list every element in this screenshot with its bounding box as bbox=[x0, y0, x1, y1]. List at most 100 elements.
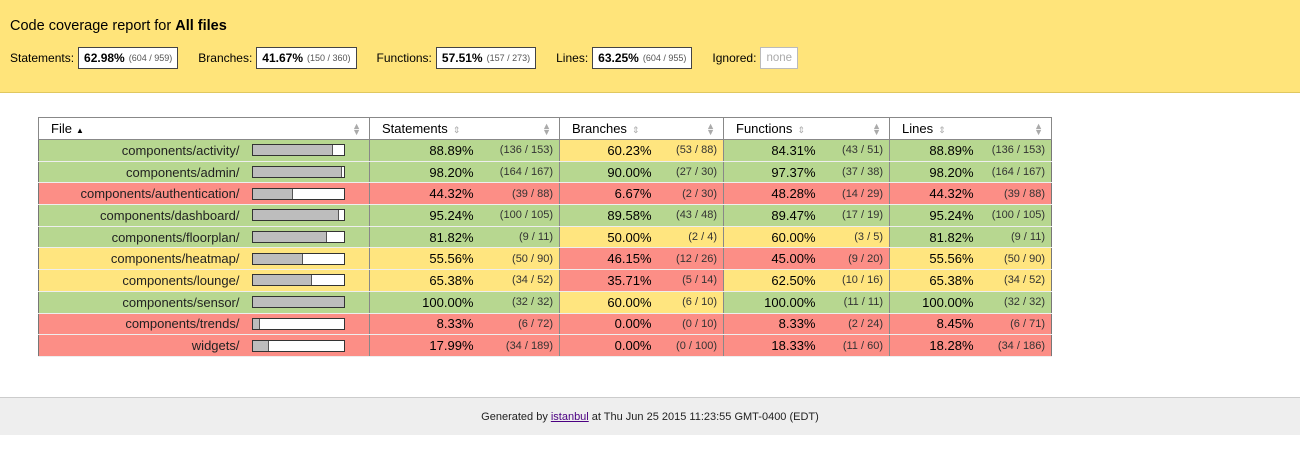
file-cell: components/authentication/ bbox=[38, 182, 246, 206]
ln-fraction-cell: (164 / 167) bbox=[979, 160, 1052, 184]
column-label: Functions bbox=[736, 121, 793, 136]
br-pct-cell: 90.00% bbox=[559, 160, 658, 184]
br-pct-cell: 60.00% bbox=[559, 290, 658, 314]
summary-fraction: (604 / 955) bbox=[642, 53, 687, 63]
ln-pct-cell: 88.89% bbox=[889, 139, 980, 162]
fn-pct-cell: 89.47% bbox=[723, 204, 822, 227]
file-link[interactable]: components/authentication/ bbox=[80, 186, 240, 202]
summary-label: Lines: bbox=[556, 51, 589, 65]
column-label: Statements bbox=[382, 121, 448, 136]
st-fraction-cell: (9 / 11) bbox=[479, 225, 560, 249]
file-link[interactable]: components/floorplan/ bbox=[111, 229, 240, 245]
st-pct-cell: 98.20% bbox=[369, 160, 480, 184]
br-fraction-cell: (27 / 30) bbox=[657, 160, 724, 184]
page-title: Code coverage report for All files bbox=[10, 18, 227, 34]
title-prefix: Code coverage report for bbox=[10, 18, 172, 34]
br-pct-cell: 60.23% bbox=[559, 139, 658, 162]
file-link[interactable]: components/sensor/ bbox=[122, 294, 240, 310]
column-header-file[interactable]: File ▲ ▲ ▼ bbox=[38, 117, 370, 140]
summary-branches: Branches: 41.67% (150 / 360) bbox=[198, 47, 357, 69]
istanbul-link[interactable]: istanbul bbox=[550, 410, 589, 423]
br-pct-cell: 0.00% bbox=[559, 312, 658, 336]
table-row: components/activity/88.89% (136 / 153) 60.… bbox=[38, 139, 1052, 162]
summary-label: Branches: bbox=[198, 51, 253, 65]
fn-fraction-cell: (10 / 16) bbox=[821, 269, 890, 292]
coverage-bar bbox=[251, 209, 345, 222]
coverage-bar-cell bbox=[245, 160, 370, 184]
br-fraction-cell: (0 / 10) bbox=[657, 312, 724, 336]
file-link[interactable]: components/lounge/ bbox=[122, 272, 240, 288]
coverage-bar-cell bbox=[245, 204, 370, 227]
file-cell: components/dashboard/ bbox=[38, 204, 246, 227]
file-link[interactable]: widgets/ bbox=[191, 338, 240, 354]
st-fraction-cell: (136 / 153) bbox=[479, 139, 560, 162]
file-link[interactable]: components/activity/ bbox=[121, 142, 240, 158]
coverage-bar-fill bbox=[252, 275, 312, 286]
column-header-statements[interactable]: Statements ⇕ ▲ ▼ bbox=[369, 117, 560, 140]
br-pct-cell: 89.58% bbox=[559, 204, 658, 227]
file-cell: components/trends/ bbox=[38, 312, 246, 336]
ln-fraction-cell: (34 / 52) bbox=[979, 269, 1052, 292]
ln-fraction-cell: (136 / 153) bbox=[979, 139, 1052, 162]
summary-pct: 57.51% bbox=[441, 51, 483, 65]
st-pct-cell: 81.82% bbox=[369, 225, 480, 249]
st-fraction-cell: (164 / 167) bbox=[479, 160, 560, 184]
st-pct-cell: 44.32% bbox=[369, 182, 480, 206]
br-pct-cell: 50.00% bbox=[559, 225, 658, 249]
column-header-lines[interactable]: Lines ⇕ ▲ ▼ bbox=[889, 117, 1052, 140]
file-cell: components/sensor/ bbox=[38, 290, 246, 314]
coverage-bar bbox=[251, 317, 345, 330]
coverage-bar-fill bbox=[252, 297, 344, 308]
br-fraction-cell: (5 / 14) bbox=[657, 269, 724, 292]
sort-icon: ▲ ▼ bbox=[352, 121, 361, 137]
coverage-bar bbox=[251, 231, 345, 244]
ln-pct-cell: 44.32% bbox=[889, 182, 980, 206]
sort-icon: ⇕ bbox=[631, 125, 640, 135]
column-header-functions[interactable]: Functions ⇕ ▲ ▼ bbox=[723, 117, 890, 140]
file-cell: components/lounge/ bbox=[38, 269, 246, 292]
sort-icon: ▲ ▼ bbox=[542, 121, 551, 137]
fn-fraction-cell: (3 / 5) bbox=[821, 225, 890, 249]
st-fraction-cell: (34 / 189) bbox=[479, 334, 560, 357]
table-row: components/dashboard/95.24% (100 / 105) 89… bbox=[38, 204, 1052, 227]
file-link[interactable]: components/trends/ bbox=[125, 316, 240, 332]
br-fraction-cell: (43 / 48) bbox=[657, 204, 724, 227]
br-fraction-cell: (0 / 100) bbox=[657, 334, 724, 357]
file-link[interactable]: components/heatmap/ bbox=[110, 251, 240, 267]
sort-icon: ▲ ▼ bbox=[1034, 121, 1043, 137]
table-row: components/trends/8.33% (6 / 72) 0.00% (0 /… bbox=[38, 312, 1052, 336]
column-label: Lines bbox=[902, 121, 934, 136]
sort-icon: ⇕ bbox=[797, 125, 805, 135]
file-cell: components/floorplan/ bbox=[38, 225, 246, 249]
br-pct-cell: 35.71% bbox=[559, 269, 658, 292]
sort-icon: ▲ ▼ bbox=[872, 121, 881, 137]
column-header-branches[interactable]: Branches ⇕ ▲ ▼ bbox=[559, 117, 724, 140]
summary-value-box: 62.98% (604 / 959) bbox=[78, 47, 179, 69]
table-body: components/activity/88.89% (136 / 153) 60.… bbox=[38, 139, 1052, 357]
ln-pct-cell: 98.20% bbox=[889, 160, 980, 184]
coverage-bar-cell bbox=[245, 247, 370, 271]
fn-fraction-cell: (11 / 60) bbox=[821, 334, 890, 357]
coverage-bar-fill bbox=[252, 145, 334, 156]
file-cell: widgets/ bbox=[38, 334, 246, 357]
coverage-bar-cell bbox=[245, 139, 370, 162]
coverage-bar bbox=[251, 274, 345, 287]
coverage-bar bbox=[251, 339, 345, 352]
table-row: components/authentication/44.32% (39 / 88… bbox=[38, 182, 1052, 206]
summary-ignored: Ignored: none bbox=[712, 47, 799, 69]
fn-pct-cell: 8.33% bbox=[723, 312, 822, 336]
summary-fraction: (150 / 360) bbox=[307, 53, 351, 63]
br-pct-cell: 0.00% bbox=[559, 334, 658, 357]
st-pct-cell: 65.38% bbox=[369, 269, 480, 292]
table-row: components/floorplan/81.82% (9 / 11) 50.00… bbox=[38, 225, 1052, 249]
fn-fraction-cell: (11 / 11) bbox=[821, 290, 890, 314]
report-header: Code coverage report for All files State… bbox=[0, 0, 1300, 93]
file-cell: components/admin/ bbox=[38, 160, 246, 184]
br-fraction-cell: (2 / 30) bbox=[657, 182, 724, 206]
coverage-bar-cell bbox=[245, 225, 370, 249]
st-fraction-cell: (100 / 105) bbox=[479, 204, 560, 227]
ln-pct-cell: 81.82% bbox=[889, 225, 980, 249]
file-link[interactable]: components/dashboard/ bbox=[100, 207, 240, 223]
st-fraction-cell: (6 / 72) bbox=[479, 312, 560, 336]
file-link[interactable]: components/admin/ bbox=[126, 164, 240, 180]
